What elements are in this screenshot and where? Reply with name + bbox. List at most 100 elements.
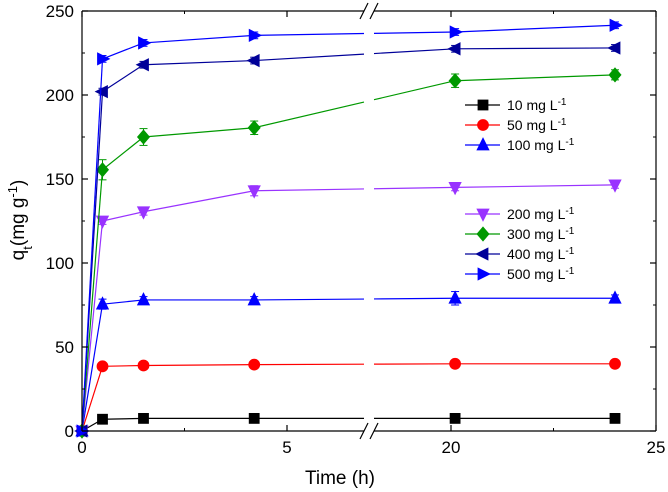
data-point	[607, 41, 621, 55]
series-line-segment	[254, 32, 365, 36]
axis-break-top-mark-1	[359, 2, 369, 20]
legend-marker	[477, 119, 489, 131]
legend-label: 300 mg L-1	[507, 226, 575, 243]
axis-break-bottom-mark-2	[369, 422, 379, 440]
series-1	[76, 412, 621, 437]
x-axis-title: Time (h)	[305, 468, 375, 489]
legend-item-1: 10 mg L-1	[465, 97, 567, 114]
data-point	[135, 58, 149, 72]
series-line-segment	[373, 80, 456, 101]
legend-label: 10 mg L-1	[507, 97, 567, 114]
y-tick-label: 50	[55, 338, 74, 357]
data-point	[448, 290, 462, 304]
data-point	[247, 120, 261, 136]
y-tick-label: 100	[46, 254, 74, 273]
series-line-segment	[455, 47, 616, 50]
series-line-segment	[373, 186, 456, 190]
series-line-segment	[102, 211, 144, 222]
data-point	[608, 67, 622, 83]
series-line-segment	[81, 169, 104, 432]
legend-label: 200 mg L-1	[507, 206, 575, 223]
data-point	[248, 412, 260, 424]
data-point	[96, 360, 109, 373]
data-point	[448, 181, 462, 196]
series-line-segment	[254, 53, 365, 62]
data-point	[138, 412, 149, 424]
x-tick-label: 0	[77, 438, 86, 457]
y-tick-label: 0	[65, 422, 74, 441]
y-tick-label: 150	[46, 170, 74, 189]
data-point	[609, 357, 621, 370]
legend-marker	[476, 226, 490, 242]
axis-break-bottom	[359, 422, 379, 440]
legend-marker	[476, 137, 490, 151]
series-2	[76, 357, 621, 437]
data-point	[137, 359, 150, 372]
data-point	[247, 185, 261, 199]
data-point	[449, 412, 461, 424]
data-point	[609, 18, 623, 32]
data-point	[94, 84, 108, 99]
series-line-segment	[254, 188, 365, 192]
legend-marker	[477, 99, 489, 111]
series-line-segment	[102, 42, 144, 60]
data-point	[609, 412, 621, 424]
axes: 0 50 100 150 200 250 0 5 20 25	[46, 2, 666, 457]
legend-marker	[477, 267, 491, 281]
legend-marker	[475, 247, 489, 261]
legend-item-2: 50 mg L-1	[465, 117, 567, 134]
series-line-segment	[143, 364, 255, 367]
series-line-segment	[143, 59, 255, 66]
data-point	[248, 358, 261, 371]
data-point	[247, 292, 261, 306]
legend-label: 400 mg L-1	[507, 246, 575, 263]
series-line-segment	[102, 64, 144, 93]
legend: 10 mg L-1 50 mg L-1 100 mg L-1 200 mg L-1 30…	[465, 97, 575, 282]
series-line-segment	[373, 31, 456, 34]
legend-label: 100 mg L-1	[507, 137, 575, 154]
series-line-segment	[455, 24, 616, 33]
series-line-segment	[373, 48, 456, 55]
series-7	[76, 18, 623, 438]
series-layer	[74, 18, 623, 439]
data-point	[608, 290, 622, 304]
series-line-segment	[143, 127, 255, 138]
series-line-segment	[81, 220, 104, 432]
series-line-segment	[102, 136, 144, 171]
series-line-segment	[102, 364, 144, 367]
data-point	[447, 42, 461, 56]
data-point	[608, 179, 622, 193]
series-line-segment	[373, 297, 456, 300]
data-point	[449, 25, 463, 39]
data-point	[95, 215, 110, 229]
data-point	[136, 129, 151, 145]
x-tick-label: 5	[282, 438, 291, 457]
series-line-segment	[102, 299, 144, 305]
x-tick-label: 20	[442, 438, 461, 457]
series-line-segment	[455, 184, 616, 188]
y-axis-title: qt(mg g-1)	[5, 180, 35, 261]
series-line-segment	[102, 417, 144, 420]
series-line-segment	[81, 366, 104, 432]
data-point	[136, 292, 151, 306]
y-tick-label: 200	[46, 86, 74, 105]
y-tick-label: 250	[46, 2, 74, 21]
series-line-segment	[143, 34, 255, 44]
series-line-segment	[254, 101, 365, 129]
data-point	[97, 413, 108, 425]
series-line-segment	[143, 190, 255, 213]
legend-label: 50 mg L-1	[507, 117, 567, 134]
data-point	[449, 357, 462, 370]
x-tick-label: 25	[647, 438, 666, 457]
data-point	[97, 52, 111, 66]
series-line-segment	[254, 298, 365, 301]
series-line-segment	[81, 58, 104, 432]
data-point	[138, 36, 152, 50]
axis-break-top-mark-2	[369, 2, 379, 20]
series-6	[74, 41, 621, 438]
legend-item-3: 100 mg L-1	[465, 137, 575, 154]
axis-break-bottom-mark-1	[359, 422, 369, 440]
data-point	[248, 28, 263, 43]
data-point	[136, 206, 151, 220]
